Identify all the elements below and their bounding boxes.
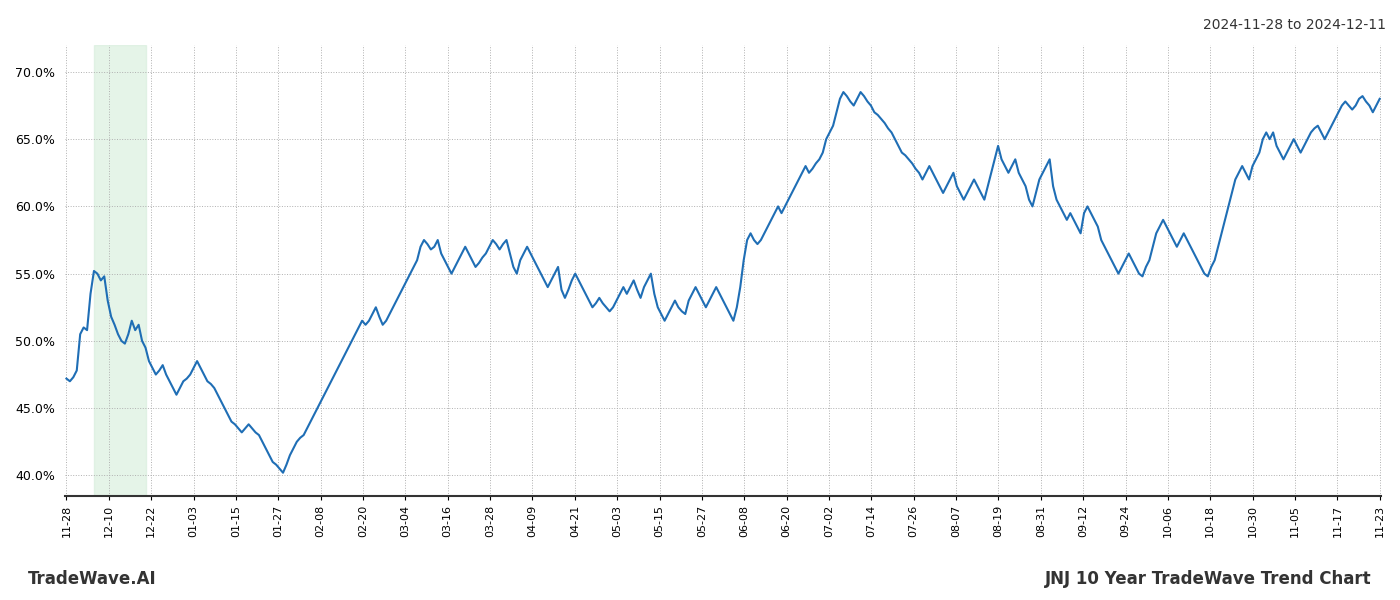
Bar <box>94 45 147 496</box>
Text: JNJ 10 Year TradeWave Trend Chart: JNJ 10 Year TradeWave Trend Chart <box>1046 570 1372 588</box>
Text: 2024-11-28 to 2024-12-11: 2024-11-28 to 2024-12-11 <box>1203 18 1386 32</box>
Text: TradeWave.AI: TradeWave.AI <box>28 570 157 588</box>
